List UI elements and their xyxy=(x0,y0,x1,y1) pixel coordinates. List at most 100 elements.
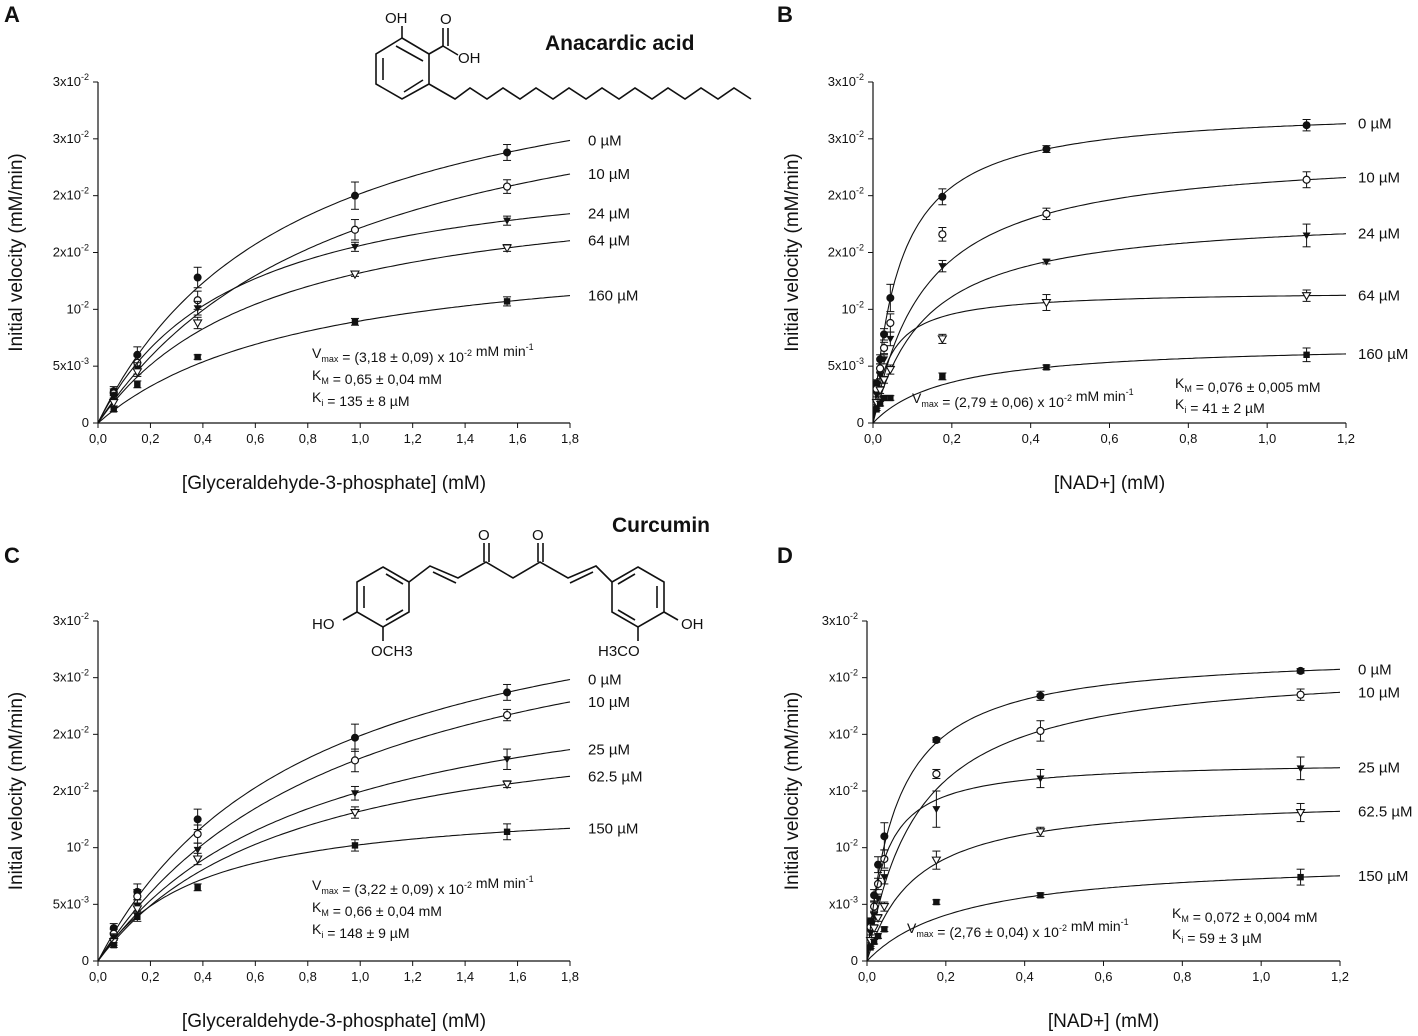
y-tick-label: 5x10-3 xyxy=(53,356,89,373)
x-tick-label: 1,2 xyxy=(1331,969,1349,984)
y-tick-label: 2x10-2 xyxy=(53,781,89,798)
y-tick-label: 3x10-2 xyxy=(53,129,89,146)
data-point xyxy=(350,790,359,798)
x-tick-label: 1,0 xyxy=(1252,969,1270,984)
data-point xyxy=(193,815,202,824)
data-point xyxy=(1036,775,1045,783)
x-tick-label: 0,6 xyxy=(1100,431,1118,446)
data-point xyxy=(869,924,880,934)
series-0: 0 µM xyxy=(97,672,622,962)
data-point xyxy=(933,898,940,906)
struct-a-cooh-o: O xyxy=(440,11,452,28)
data-point xyxy=(873,406,880,413)
y-tick-label: x10-2 xyxy=(829,668,858,685)
vmax-annotation: Vmax = (2,79 ± 0,06) x 10-2 mM min-1 xyxy=(912,387,1134,410)
vmax-annotation: Vmax = (2,76 ± 0,04) x 10-2 mM min-1 xyxy=(907,917,1129,940)
data-point xyxy=(1295,808,1306,818)
km-annotation: KM = 0,072 ± 0,004 mM xyxy=(1172,905,1318,925)
data-point xyxy=(932,736,941,744)
compound-title-a: Anacardic acid xyxy=(545,32,694,55)
panel-letter-c: C xyxy=(4,543,20,568)
fit-curve xyxy=(866,810,1341,962)
series-label: 25 µM xyxy=(588,742,630,759)
series-label: 150 µM xyxy=(1358,868,1408,885)
anacardic-acid-structure: OH O OH Anacardic acid xyxy=(375,10,752,100)
series-label: 62.5 µM xyxy=(588,768,643,785)
struct-c-o1: O xyxy=(478,527,490,544)
x-tick-label: 0,2 xyxy=(141,969,159,984)
x-tick-label: 0,4 xyxy=(1022,431,1040,446)
data-point xyxy=(1296,666,1305,675)
series-label: 0 µM xyxy=(588,132,622,149)
series-label: 10 µM xyxy=(588,694,630,711)
x-tick-label: 1,0 xyxy=(1258,431,1276,446)
fit-curve xyxy=(97,701,571,962)
fit-curve xyxy=(872,353,1347,424)
series-label: 160 µM xyxy=(1358,346,1408,363)
struct-a-oh: OH xyxy=(385,10,408,27)
struct-c-oh-left: HO xyxy=(312,616,335,633)
series-label: 64 µM xyxy=(588,233,630,250)
data-point xyxy=(351,318,359,326)
series-label: 64 µM xyxy=(1358,287,1400,304)
data-point xyxy=(881,926,888,933)
y-tick-label: 3x10-2 xyxy=(53,668,89,685)
y-tick-label: 3x10-2 xyxy=(828,129,864,146)
fit-curve xyxy=(97,213,571,424)
x-tick-label: 0,8 xyxy=(1173,969,1191,984)
struct-c-ome-left: OCH3 xyxy=(371,643,413,660)
data-point xyxy=(1041,298,1052,308)
x-tick-label: 1,2 xyxy=(1337,431,1355,446)
panel-letter-b: B xyxy=(777,2,793,27)
x-tick-label: 1,6 xyxy=(509,431,527,446)
fit-curve xyxy=(97,749,571,962)
fit-curve xyxy=(872,233,1347,424)
data-point xyxy=(1042,209,1051,218)
data-point xyxy=(879,376,889,385)
data-point xyxy=(1035,828,1046,837)
data-point xyxy=(134,381,141,388)
data-point xyxy=(932,769,941,779)
y-tick-label: 3x10-2 xyxy=(828,72,864,89)
data-point xyxy=(937,335,948,344)
y-axis-label: Initial velocity (mM/min) xyxy=(6,692,27,890)
series-label: 25 µM xyxy=(1358,760,1400,777)
x-tick-label: 0,4 xyxy=(194,969,212,984)
fit-curve xyxy=(866,691,1341,962)
data-point xyxy=(1302,175,1311,184)
data-point xyxy=(1296,765,1305,773)
ki-annotation: Ki = 135 ± 8 µM xyxy=(312,389,410,409)
vmax-annotation: Vmax = (3,22 ± 0,09) x 10-2 mM min-1 xyxy=(312,874,534,897)
data-point xyxy=(110,941,117,949)
panel-a-chart: 0,0 0,2 0,4 0,6 0,8 1,0 1,2 1,4 1,6 1,8 0 5x10-3 10-… xyxy=(6,72,638,494)
x-tick-label: 0,0 xyxy=(864,431,882,446)
series-0: 0 µM xyxy=(872,116,1392,424)
data-point xyxy=(1296,690,1305,699)
fit-curve xyxy=(97,295,571,424)
x-tick-label: 1,4 xyxy=(456,431,474,446)
data-point xyxy=(502,182,512,191)
series-label: 10 µM xyxy=(1358,170,1400,187)
data-point xyxy=(193,846,202,854)
compound-title-c: Curcumin xyxy=(612,514,710,537)
series-4: 150 µM xyxy=(97,820,638,962)
x-tick-label: 1,8 xyxy=(561,969,579,984)
series-label: 62.5 µM xyxy=(1358,803,1413,820)
data-point xyxy=(886,318,895,328)
series-label: 0 µM xyxy=(1358,116,1392,133)
y-tick-label: 2x10-2 xyxy=(53,186,89,203)
x-tick-label: 0,2 xyxy=(937,969,955,984)
ki-annotation: Ki = 59 ± 3 µM xyxy=(1172,926,1262,946)
data-point xyxy=(503,217,512,225)
data-point xyxy=(502,244,513,254)
fit-curve xyxy=(97,173,571,424)
series-2: 24 µM xyxy=(872,223,1400,424)
data-point xyxy=(502,780,513,790)
x-axis-label: [NAD+] (mM) xyxy=(1048,1011,1159,1032)
data-point xyxy=(887,394,894,402)
y-tick-label: 2x10-2 xyxy=(828,243,864,260)
x-axis-label: [Glyceraldehyde-3-phosphate] (mM) xyxy=(182,1011,486,1032)
data-point xyxy=(350,243,359,251)
data-point xyxy=(503,756,512,764)
